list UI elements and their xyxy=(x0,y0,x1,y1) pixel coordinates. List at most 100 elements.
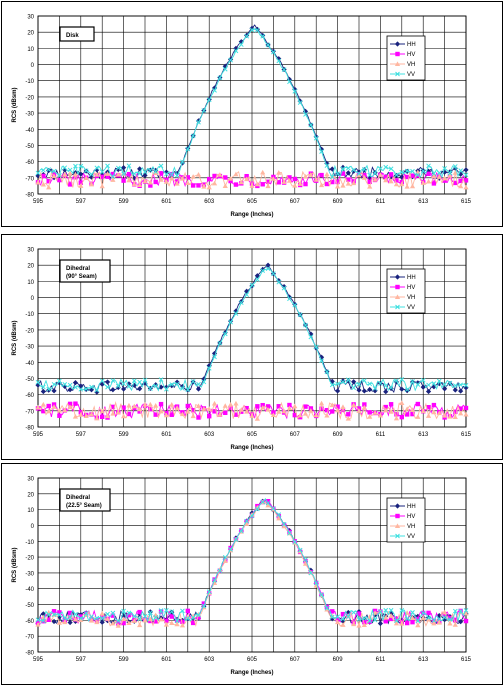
series-vh-point xyxy=(211,400,218,406)
series-vv-point xyxy=(233,311,239,316)
series-vv-point xyxy=(158,163,164,169)
series-vv-point xyxy=(147,610,153,616)
series-hv-point xyxy=(180,619,185,624)
series-hh-point xyxy=(153,382,159,388)
series-vh-point xyxy=(260,169,266,175)
series-vh-point xyxy=(276,170,282,175)
series-vh-point xyxy=(324,171,330,177)
series-hv-point xyxy=(233,182,239,187)
series-vh-point xyxy=(115,171,121,177)
series-hv-point xyxy=(196,183,201,188)
series-hh-point xyxy=(281,284,287,290)
series-vv-point xyxy=(57,612,62,618)
series-vh-point xyxy=(244,521,250,526)
series-hv-point xyxy=(431,181,437,186)
y-tick-label: 30 xyxy=(27,248,34,254)
series-vh-point xyxy=(458,410,464,416)
series-hv-point xyxy=(463,405,469,411)
series-vh-point xyxy=(233,400,239,406)
series-hv-point xyxy=(394,412,399,417)
series-hv-point xyxy=(426,610,431,616)
series-vv-point xyxy=(420,610,426,616)
x-tick-label: 605 xyxy=(247,657,258,663)
series-vh-point xyxy=(249,183,255,188)
y-tick-label: -20 xyxy=(25,556,34,562)
x-tick-label: 613 xyxy=(418,432,429,438)
chart-title-box: Dihedral (22.5° Seam) xyxy=(59,488,111,512)
series-vv-point xyxy=(110,610,116,616)
series-vh-point xyxy=(190,413,196,419)
y-tick-label: 10 xyxy=(27,508,34,514)
series-hv-point xyxy=(244,173,249,179)
series-vh-point xyxy=(340,182,346,188)
series-vv-point xyxy=(420,168,426,174)
y-tick-label: 20 xyxy=(27,31,34,37)
series-hv-point xyxy=(458,406,463,411)
series-vv-point xyxy=(335,381,340,387)
series-vh-point xyxy=(425,178,432,184)
series-hv-point xyxy=(324,407,330,413)
legend-label: VV xyxy=(407,534,415,540)
series-hv-point xyxy=(185,403,190,409)
series-vv-point xyxy=(292,539,298,545)
y-tick-label: -30 xyxy=(25,571,34,577)
series-vh-point xyxy=(286,178,293,183)
series-vv-point xyxy=(254,27,260,33)
series-hh-point xyxy=(308,331,314,337)
y-tick-label: 10 xyxy=(27,280,34,286)
series-vh-point xyxy=(211,180,218,186)
series-vv-point xyxy=(303,112,308,117)
series-vh-point xyxy=(318,182,325,188)
series-vv-point xyxy=(383,164,389,170)
series-hv-point xyxy=(57,610,62,615)
series-vv-point xyxy=(458,168,464,173)
series-vv-point xyxy=(238,42,244,47)
series-hv-point xyxy=(356,611,362,616)
y-tick-label: 0 xyxy=(31,296,35,302)
series-vh-point xyxy=(110,177,116,182)
series-vh-point xyxy=(340,622,346,627)
series-vv-point xyxy=(185,387,191,393)
series-hv-point xyxy=(126,613,132,618)
series-vh-point xyxy=(292,183,298,188)
series-vh-point xyxy=(78,183,84,188)
series-vv-point xyxy=(99,169,105,175)
series-hv-point xyxy=(244,405,249,411)
x-tick-label: 609 xyxy=(333,199,344,205)
series-vh-point xyxy=(388,178,394,184)
x-tick-label: 597 xyxy=(76,432,87,438)
series-hv-point xyxy=(335,179,340,185)
series-vv-point xyxy=(378,166,383,171)
series-hv-point xyxy=(426,405,431,410)
series-vh-point xyxy=(222,558,228,563)
series-hv-point xyxy=(126,411,132,417)
legend-label: HH xyxy=(407,275,416,281)
series-vv-point xyxy=(174,173,180,178)
series-vv-point xyxy=(131,171,137,177)
series-vh-point xyxy=(297,181,303,186)
series-hv-point xyxy=(410,619,415,625)
series-hh-point xyxy=(195,118,202,124)
series-vv-point xyxy=(190,133,196,139)
series-vh-point xyxy=(313,177,319,182)
series-vv-point xyxy=(40,167,46,173)
series-vv-point xyxy=(367,172,373,178)
series-vv-point xyxy=(271,49,276,55)
series-hv-point xyxy=(463,618,469,624)
series-hv-point xyxy=(169,614,174,619)
series-vv-point xyxy=(436,170,442,176)
series-vv-point xyxy=(105,384,110,390)
series-vv-point xyxy=(308,334,314,340)
series-hv-point xyxy=(330,609,335,614)
series-hv-point xyxy=(223,175,228,180)
series-vh xyxy=(35,169,469,190)
series-vv-point xyxy=(201,603,207,609)
x-tick-label: 603 xyxy=(204,432,215,438)
series-vh-point xyxy=(163,412,169,418)
series-vh-point xyxy=(265,183,271,189)
legend-label: HV xyxy=(407,52,415,58)
series-hv-point xyxy=(46,179,51,184)
series-vv-point xyxy=(62,165,68,171)
series-hv-point xyxy=(57,177,62,183)
series-vh-point xyxy=(399,181,405,187)
